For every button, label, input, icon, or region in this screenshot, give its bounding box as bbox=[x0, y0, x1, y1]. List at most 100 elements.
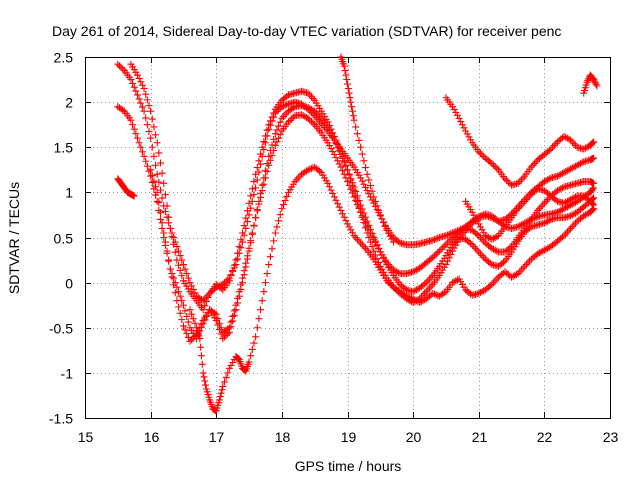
data-point bbox=[250, 178, 258, 186]
data-point bbox=[266, 253, 274, 261]
data-point bbox=[376, 211, 384, 219]
data-point bbox=[371, 197, 379, 205]
data-point bbox=[288, 115, 296, 123]
data-point bbox=[352, 234, 360, 241]
data-point bbox=[334, 143, 342, 151]
data-point bbox=[535, 205, 543, 213]
data-point bbox=[152, 131, 160, 139]
data-point bbox=[590, 201, 598, 209]
data-point bbox=[442, 232, 450, 240]
data-point bbox=[486, 282, 494, 290]
data-point bbox=[263, 270, 271, 278]
data-point bbox=[181, 307, 189, 315]
data-point bbox=[419, 297, 427, 305]
data-point bbox=[545, 175, 553, 183]
data-point bbox=[261, 139, 269, 147]
data-point bbox=[325, 183, 333, 191]
data-point bbox=[175, 303, 183, 311]
data-point bbox=[429, 236, 437, 244]
data-point bbox=[363, 217, 371, 225]
data-point bbox=[242, 224, 250, 232]
data-point bbox=[224, 369, 232, 377]
data-point bbox=[260, 174, 268, 182]
data-point bbox=[283, 192, 291, 200]
data-point bbox=[445, 230, 453, 238]
x-tick-label: 17 bbox=[209, 429, 225, 445]
x-tick-label: 19 bbox=[341, 429, 357, 445]
data-point bbox=[283, 101, 291, 109]
data-point bbox=[348, 179, 356, 187]
y-tick-label: -1 bbox=[61, 366, 74, 382]
data-point bbox=[230, 311, 238, 319]
data-point bbox=[337, 150, 345, 158]
data-point bbox=[276, 211, 284, 219]
data-point bbox=[147, 166, 155, 174]
data-point bbox=[150, 152, 158, 160]
data-point bbox=[339, 167, 347, 175]
data-point bbox=[261, 132, 269, 140]
data-point bbox=[197, 296, 205, 304]
y-axis-label: SDTVAR / TECUs bbox=[6, 182, 22, 294]
data-point bbox=[276, 118, 284, 126]
data-point bbox=[490, 279, 498, 287]
data-point bbox=[138, 148, 146, 156]
data-point bbox=[362, 213, 370, 221]
data-point bbox=[148, 143, 156, 151]
data-point bbox=[347, 174, 355, 182]
data-point bbox=[140, 107, 148, 115]
data-point bbox=[381, 222, 389, 230]
data-point bbox=[183, 312, 191, 320]
data-point bbox=[250, 222, 258, 230]
data-point bbox=[350, 116, 358, 124]
data-point bbox=[129, 121, 137, 129]
data-point bbox=[222, 373, 230, 381]
data-point bbox=[263, 159, 271, 167]
data-point bbox=[278, 114, 286, 122]
data-point bbox=[368, 187, 376, 195]
data-point bbox=[150, 177, 158, 185]
data-point bbox=[188, 336, 196, 344]
data-point bbox=[197, 352, 205, 360]
data-point bbox=[147, 134, 155, 142]
data-point bbox=[245, 358, 253, 366]
data-point bbox=[460, 124, 468, 132]
data-point bbox=[268, 151, 276, 159]
data-point bbox=[337, 163, 345, 171]
data-point bbox=[245, 199, 253, 207]
data-point bbox=[155, 199, 163, 207]
data-point bbox=[570, 140, 578, 148]
data-point bbox=[275, 122, 283, 130]
data-point bbox=[260, 180, 268, 188]
data-point bbox=[186, 279, 194, 287]
data-point bbox=[176, 252, 184, 260]
data-point bbox=[143, 96, 151, 104]
data-point bbox=[184, 318, 192, 326]
data-point bbox=[156, 209, 164, 217]
data-point bbox=[429, 253, 437, 261]
data-point bbox=[309, 119, 317, 127]
data-markers bbox=[114, 53, 601, 415]
data-point bbox=[340, 158, 348, 166]
data-point bbox=[261, 279, 269, 287]
data-point bbox=[355, 196, 363, 204]
data-point bbox=[537, 203, 545, 211]
data-point bbox=[358, 177, 366, 185]
data-point bbox=[475, 248, 483, 256]
data-point bbox=[158, 219, 166, 227]
data-point bbox=[465, 133, 473, 141]
x-tick-label: 20 bbox=[406, 429, 422, 445]
data-point bbox=[306, 165, 314, 173]
data-point bbox=[350, 193, 358, 201]
series-sat-8 bbox=[442, 94, 598, 189]
data-point bbox=[229, 358, 237, 366]
data-point bbox=[255, 197, 263, 205]
data-point bbox=[457, 118, 465, 126]
data-point bbox=[138, 103, 146, 111]
data-point bbox=[440, 289, 448, 297]
data-point bbox=[385, 229, 393, 237]
data-point bbox=[434, 249, 442, 257]
data-point bbox=[163, 202, 171, 210]
data-point bbox=[130, 125, 138, 133]
data-point bbox=[304, 166, 312, 174]
data-point bbox=[444, 231, 452, 239]
